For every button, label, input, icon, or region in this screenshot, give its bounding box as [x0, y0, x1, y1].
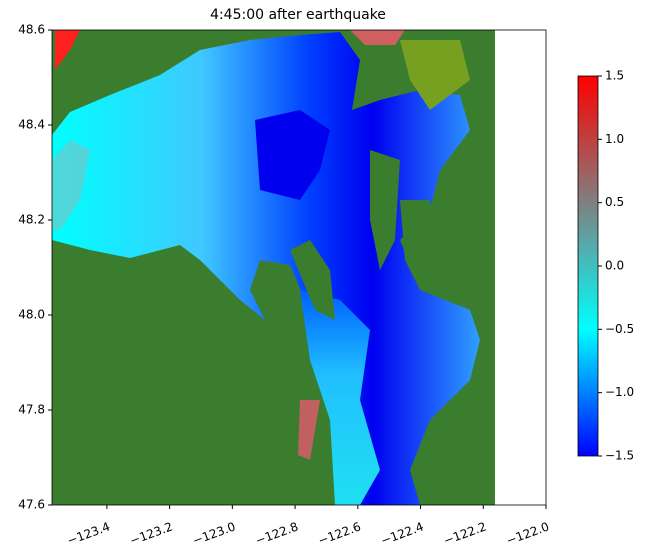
- colorbar-tick-label: 1.0: [605, 132, 624, 146]
- high-water: [350, 30, 405, 45]
- tidal-flat: [400, 40, 470, 110]
- y-tick-label: 48.6: [18, 23, 45, 37]
- x-tick-label: −123.4: [65, 519, 112, 547]
- water-south: [300, 290, 380, 505]
- map: [52, 30, 495, 505]
- island: [290, 240, 335, 320]
- y-tick-label: 48.2: [18, 213, 45, 227]
- x-tick-label: −122.2: [442, 519, 489, 547]
- y-tick-label: 48.0: [18, 308, 45, 322]
- colorbar-tick-label: −0.5: [605, 322, 634, 336]
- y-tick-label: 47.8: [18, 403, 45, 417]
- deep-low: [255, 110, 330, 200]
- y-tick-label: 48.4: [18, 118, 45, 132]
- island: [370, 150, 400, 270]
- x-tick-label: −122.6: [316, 519, 363, 547]
- x-tick-label: −123.2: [128, 519, 175, 547]
- colorbar-tick-label: 0.0: [605, 259, 624, 273]
- chart-title: 4:45:00 after earthquake: [210, 7, 386, 23]
- colorbar-tick-label: 1.5: [605, 69, 624, 83]
- water-edge: [52, 140, 90, 230]
- colorbar: [577, 75, 599, 457]
- high-water: [55, 30, 80, 70]
- y-tick-label: 47.6: [18, 498, 45, 512]
- colorbar-tick-label: 0.5: [605, 195, 624, 209]
- high-water: [298, 400, 320, 460]
- island: [400, 200, 440, 290]
- x-tick-label: −123.0: [191, 519, 238, 547]
- colorbar-tick-label: −1.5: [605, 449, 634, 463]
- x-tick-label: −122.8: [254, 519, 301, 547]
- water: [52, 32, 480, 505]
- colorbar-tick-label: −1.0: [605, 385, 634, 399]
- x-tick-label: −122.4: [379, 519, 426, 547]
- x-tick-label: −122.0: [504, 519, 551, 547]
- axes-frame: [51, 29, 547, 506]
